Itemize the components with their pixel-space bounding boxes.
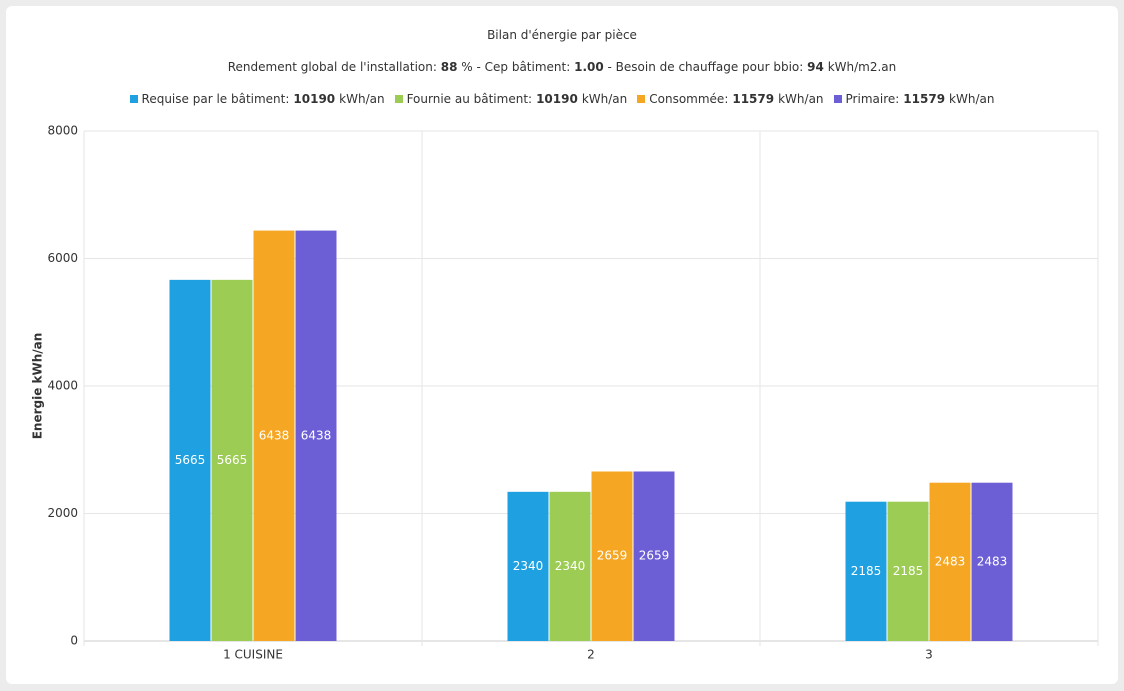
- legend-label: Fournie au bâtiment:: [406, 92, 533, 106]
- bar: [211, 279, 253, 641]
- subtitle-text: % - Cep bâtiment:: [461, 60, 571, 74]
- bar: [845, 501, 887, 641]
- bar: [169, 279, 211, 641]
- data-label: 2483: [977, 554, 1008, 568]
- bar: [887, 501, 929, 641]
- chart-subtitle: Rendement global de l'installation: 88 %…: [0, 60, 1124, 74]
- legend-label: Requise par le bâtiment:: [141, 92, 290, 106]
- subtitle-text: Rendement global de l'installation:: [227, 60, 437, 74]
- x-tick-label: 1 CUISINE: [223, 648, 283, 662]
- legend-unit: kWh/an: [778, 92, 824, 106]
- bar: [971, 482, 1013, 641]
- legend-label: Consommée:: [649, 92, 729, 106]
- legend-total: 10190: [293, 92, 336, 106]
- y-axis-label: Energie kWh/an: [31, 333, 45, 440]
- data-label: 6438: [301, 428, 332, 442]
- data-label: 2185: [851, 564, 882, 578]
- data-label: 5665: [175, 453, 206, 467]
- data-label: 2340: [513, 559, 544, 573]
- subtitle-text: kWh/m2.an: [827, 60, 897, 74]
- legend-unit: kWh/an: [949, 92, 995, 106]
- legend-item: Fournie au bâtiment: 10190 kWh/an: [394, 92, 628, 106]
- subtitle-value: 88: [440, 60, 458, 74]
- data-label: 2659: [597, 549, 628, 563]
- subtitle-value: 1.00: [574, 60, 604, 74]
- legend-unit: kWh/an: [581, 92, 628, 106]
- y-tick-label: 4000: [47, 379, 78, 393]
- y-tick-label: 8000: [47, 124, 78, 138]
- legend-item: Requise par le bâtiment: 10190 kWh/an: [129, 92, 385, 106]
- data-label: 2483: [935, 554, 966, 568]
- legend-swatch: [394, 95, 403, 103]
- legend-total: 11579: [903, 92, 946, 106]
- legend-item: Primaire: 11579 kWh/an: [833, 92, 995, 106]
- bar: [633, 471, 675, 641]
- bar: [929, 482, 971, 641]
- y-tick-label: 2000: [47, 506, 78, 520]
- bar: [549, 491, 591, 641]
- legend-label: Primaire:: [845, 92, 900, 106]
- bar: [253, 230, 295, 641]
- legend-item: Consommée: 11579 kWh/an: [637, 92, 824, 106]
- legend-swatch: [637, 95, 646, 103]
- data-label: 2340: [555, 559, 586, 573]
- chart-title: Bilan d'énergie par pièce: [487, 28, 637, 42]
- data-label: 6438: [259, 428, 290, 442]
- data-label: 2659: [639, 549, 670, 563]
- legend-unit: kWh/an: [339, 92, 385, 106]
- subtitle-value: 94: [807, 60, 824, 74]
- x-tick-label: 2: [587, 648, 595, 662]
- legend-swatch: [129, 95, 138, 103]
- y-tick-label: 0: [70, 634, 78, 648]
- bar: [507, 491, 549, 641]
- bar: [591, 471, 633, 641]
- legend-total: 10190: [536, 92, 578, 106]
- subtitle-text: - Besoin de chauffage pour bbio:: [607, 60, 804, 74]
- bar: [295, 230, 337, 641]
- y-tick-label: 6000: [47, 251, 78, 265]
- data-label: 2185: [893, 564, 924, 578]
- data-label: 5665: [217, 453, 248, 467]
- legend-total: 11579: [732, 92, 775, 106]
- x-tick-label: 3: [925, 648, 933, 662]
- legend: Requise par le bâtiment: 10190 kWh/an Fourn…: [0, 92, 1124, 106]
- legend-swatch: [833, 95, 842, 103]
